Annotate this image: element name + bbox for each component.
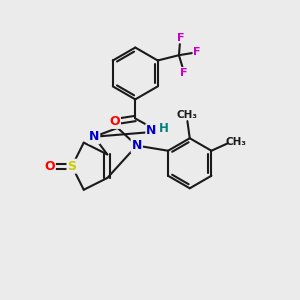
Text: CH₃: CH₃	[177, 110, 198, 120]
Text: N: N	[146, 124, 157, 137]
Text: F: F	[181, 68, 188, 78]
Text: N: N	[132, 139, 142, 152]
Text: S: S	[68, 160, 76, 173]
Text: F: F	[177, 32, 184, 43]
Text: O: O	[44, 160, 55, 173]
Text: O: O	[110, 115, 120, 128]
Text: F: F	[194, 47, 201, 57]
Text: CH₃: CH₃	[225, 137, 246, 147]
Text: N: N	[89, 130, 99, 143]
Text: H: H	[159, 122, 169, 135]
